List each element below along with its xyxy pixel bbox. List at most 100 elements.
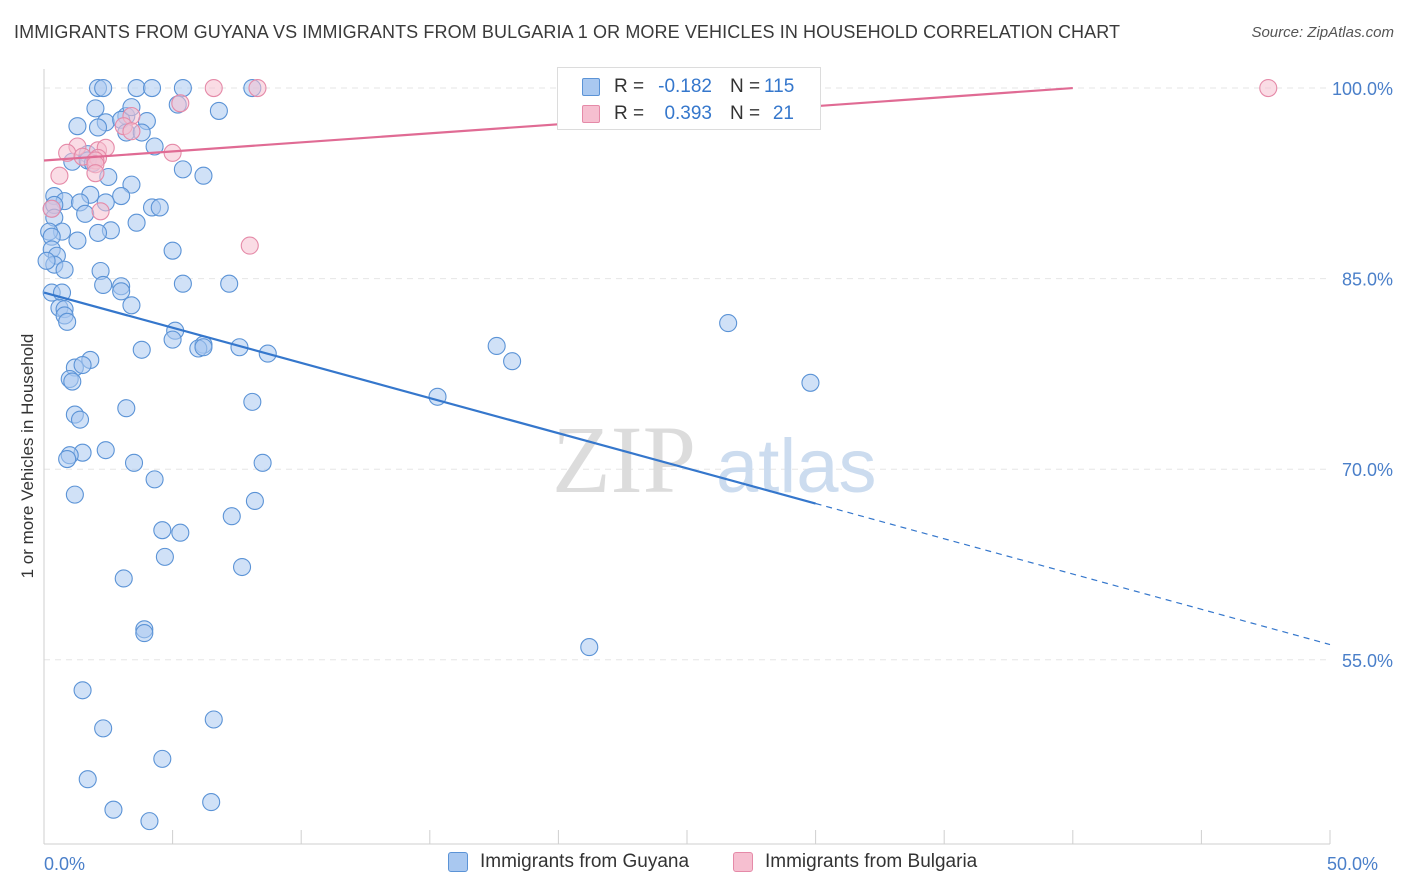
source-label: Source: ZipAtlas.com — [1251, 24, 1394, 41]
legend-item-bulgaria[interactable]: Immigrants from Bulgaria — [733, 851, 977, 873]
guyana-point — [114, 569, 133, 588]
bulgaria-point — [1259, 79, 1278, 98]
guyana-point — [145, 137, 164, 156]
guyana-point — [245, 491, 264, 511]
guyana-point — [202, 793, 221, 812]
guyana-point — [78, 770, 97, 789]
watermark-zip: ZIP — [552, 406, 696, 513]
n-value-bulgaria: 21 — [772, 103, 794, 124]
guyana-point — [580, 638, 599, 657]
bulgaria-swatch — [582, 105, 600, 123]
legend-label-bulgaria: Immigrants from Bulgaria — [765, 851, 978, 872]
bulgaria-point — [50, 166, 69, 185]
guyana-point — [150, 198, 169, 217]
guyana-point — [112, 282, 131, 301]
guyana-trend-extension — [815, 502, 1331, 646]
y-tick-label: 85.0% — [1342, 270, 1393, 290]
x-tick-label: 0.0% — [44, 854, 85, 874]
guyana-point — [132, 340, 151, 359]
guyana-point — [222, 507, 241, 526]
guyana-point — [135, 624, 154, 643]
guyana-point — [163, 330, 182, 349]
guyana-point — [96, 441, 115, 460]
guyana-swatch — [582, 78, 600, 96]
guyana-point — [94, 275, 113, 295]
guyana-point — [70, 410, 90, 429]
y-tick-label: 100.0% — [1332, 79, 1393, 99]
x-tick-label: 50.0% — [1327, 854, 1378, 874]
bulgaria-point — [42, 199, 61, 218]
guyana-point — [163, 241, 182, 260]
guyana-point — [63, 372, 82, 391]
bulgaria-point — [91, 202, 110, 221]
guyana-point — [88, 118, 108, 137]
axes — [43, 69, 1331, 845]
guyana-point — [127, 213, 146, 232]
bulgaria-point — [240, 236, 259, 255]
guyana-point — [76, 204, 95, 223]
guyana-point — [503, 352, 522, 371]
guyana-point — [204, 710, 223, 729]
guyana-point — [232, 557, 252, 577]
guyana-point — [487, 336, 506, 356]
guyana-point — [145, 470, 164, 489]
watermark: ZIP atlas — [552, 406, 877, 513]
guyana-point — [173, 274, 192, 293]
stats-row-guyana: R = -0.182 N = 115 — [582, 74, 794, 100]
guyana-point — [153, 521, 172, 540]
guyana-point — [68, 231, 87, 250]
guyana-point — [209, 101, 228, 120]
guyana-point — [171, 523, 190, 542]
bulgaria-point — [171, 94, 190, 113]
guyana-point — [88, 223, 108, 242]
guyana-point — [73, 355, 92, 375]
bulgaria-point — [122, 122, 141, 141]
guyana-point — [173, 160, 192, 179]
tick-labels: 100.0% 85.0% 70.0% 55.0% 0.0% 50.0% — [44, 79, 1393, 874]
guyana-point — [68, 117, 87, 136]
y-tick-label: 70.0% — [1342, 460, 1393, 480]
guyana-point — [194, 166, 213, 185]
guyana-point — [94, 719, 113, 738]
guyana-point — [142, 79, 162, 98]
guyana-point — [73, 681, 92, 700]
r-label: R = — [614, 103, 645, 124]
guyana-point — [94, 79, 113, 98]
guyana-point — [104, 800, 123, 819]
guyana-point — [112, 186, 131, 206]
legend-item-guyana[interactable]: Immigrants from Guyana — [448, 851, 689, 873]
guyana-point — [124, 453, 144, 472]
r-label: R = — [614, 76, 645, 97]
guyana-point — [122, 296, 141, 315]
guyana-point — [153, 749, 172, 768]
guyana-point — [58, 312, 77, 331]
guyana-point — [55, 260, 74, 279]
stats-box: R = -0.182 N = 115 R = 0.393 N = 21 — [557, 67, 821, 130]
guyana-point — [194, 338, 213, 357]
y-tick-label: 55.0% — [1342, 651, 1393, 671]
guyana-point — [140, 812, 159, 831]
n-label: N = — [730, 103, 761, 124]
data-points — [37, 79, 1278, 831]
guyana-point — [155, 547, 174, 566]
bulgaria-point — [86, 164, 105, 183]
chart-title: IMMIGRANTS FROM GUYANA VS IMMIGRANTS FRO… — [14, 22, 1121, 42]
guyana-point — [86, 99, 105, 118]
y-axis-label: 1 or more Vehicles in Household — [18, 333, 37, 579]
r-value-bulgaria: 0.393 — [664, 103, 712, 124]
legend-label-guyana: Immigrants from Guyana — [480, 851, 690, 872]
guyana-point — [122, 175, 141, 194]
guyana-point — [243, 392, 262, 411]
n-value-guyana: 115 — [764, 76, 795, 97]
guyana-point — [58, 449, 77, 469]
guyana-legend-swatch — [448, 852, 468, 872]
guyana-point — [253, 453, 272, 472]
bulgaria-point — [204, 79, 223, 98]
bulgaria-point — [248, 79, 267, 98]
guyana-point — [220, 274, 239, 293]
bulgaria-legend-swatch — [733, 852, 753, 872]
guyana-point — [719, 314, 738, 333]
guyana-point — [65, 485, 84, 504]
guyana-point — [37, 251, 56, 270]
